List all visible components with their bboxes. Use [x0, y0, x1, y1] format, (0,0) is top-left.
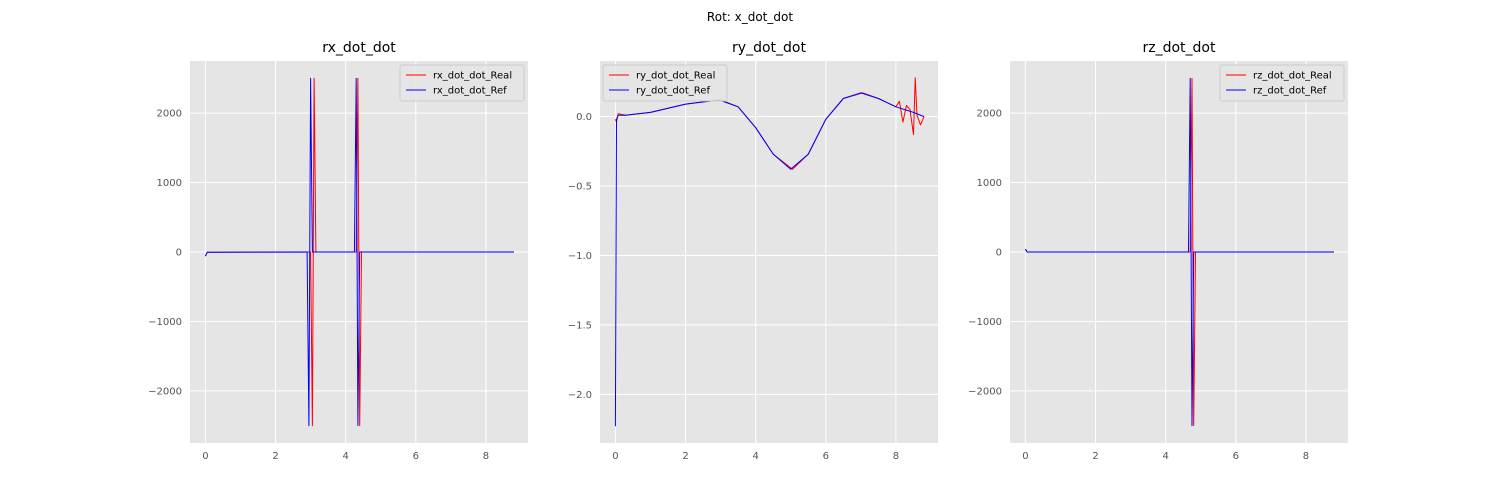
legend-label: ry_dot_dot_Ref — [636, 86, 710, 97]
y-tick-label: 0.0 — [576, 112, 592, 123]
x-tick-label: 0 — [612, 451, 618, 462]
y-tick-label: 0 — [176, 248, 182, 259]
y-tick-label: −1000 — [968, 317, 1002, 328]
x-tick-label: 4 — [1162, 451, 1168, 462]
legend: rx_dot_dot_Real rx_dot_dot_Ref — [399, 64, 525, 102]
series-line-ref — [1024, 77, 1334, 427]
figure-suptitle: Rot: x_dot_dot — [707, 10, 793, 24]
x-tick-label: 8 — [893, 451, 899, 462]
series-group — [1024, 77, 1334, 427]
legend-box — [602, 64, 728, 102]
series-group — [204, 77, 514, 427]
x-tick-label: 6 — [823, 451, 829, 462]
y-tick-label: −1000 — [148, 317, 182, 328]
plot-area — [600, 61, 938, 443]
legend-box — [1219, 64, 1345, 102]
x-tick-label: 2 — [1092, 451, 1098, 462]
subplot-2: 0 2 4 6 8−2.0−1.5−1.0−0.50.0ry_dot_dotry_dot… — [568, 40, 938, 462]
y-tick-label: −2000 — [968, 386, 1002, 397]
x-tick-label: 8 — [483, 451, 489, 462]
x-tick-label: 4 — [342, 451, 348, 462]
subplot-title: ry_dot_dot — [732, 40, 806, 56]
x-tick-label: 0 — [202, 451, 208, 462]
y-tick-label: −1.0 — [568, 251, 592, 262]
series-group — [614, 77, 925, 427]
x-tick-label: 2 — [682, 451, 688, 462]
x-tick-label: 2 — [272, 451, 278, 462]
legend: ry_dot_dot_Real ry_dot_dot_Ref — [602, 64, 728, 102]
y-tick-label: −0.5 — [568, 182, 592, 193]
x-tick-label: 6 — [413, 451, 419, 462]
series-line-ref — [204, 77, 514, 427]
y-tick-label: 1000 — [977, 178, 1002, 189]
x-tick-label: 8 — [1303, 451, 1309, 462]
legend-label: rx_dot_dot_Real — [433, 71, 512, 82]
y-tick-label: 2000 — [157, 109, 182, 120]
legend-label: ry_dot_dot_Real — [636, 71, 715, 82]
subplot-title: rz_dot_dot — [1143, 40, 1216, 56]
y-tick-label: 2000 — [977, 109, 1002, 120]
subplot-1: 0 2 4 6 8−2000−1000010002000rx_dot_dotrx_dot… — [148, 40, 528, 462]
y-tick-label: 0 — [996, 248, 1002, 259]
legend-label: rz_dot_dot_Ref — [1253, 86, 1327, 97]
legend-box — [399, 64, 525, 102]
legend: rz_dot_dot_Real rz_dot_dot_Ref — [1219, 64, 1345, 102]
legend-label: rz_dot_dot_Real — [1253, 71, 1332, 82]
x-tick-label: 6 — [1233, 451, 1239, 462]
x-tick-label: 0 — [1022, 451, 1028, 462]
y-tick-label: −1.5 — [568, 320, 592, 331]
y-tick-label: 1000 — [157, 178, 182, 189]
subplot-title: rx_dot_dot — [322, 40, 396, 56]
y-tick-label: −2000 — [148, 386, 182, 397]
y-tick-label: −2.0 — [568, 390, 592, 401]
subplot-3: 0 2 4 6 8−2000−1000010002000rz_dot_dotrz_dot… — [968, 40, 1348, 462]
legend-label: rx_dot_dot_Ref — [433, 86, 507, 97]
x-tick-label: 4 — [752, 451, 758, 462]
series-line-ref — [614, 92, 925, 427]
subplots: 0 2 4 6 8−2000−1000010002000rx_dot_dotrx_dot… — [148, 40, 1348, 462]
